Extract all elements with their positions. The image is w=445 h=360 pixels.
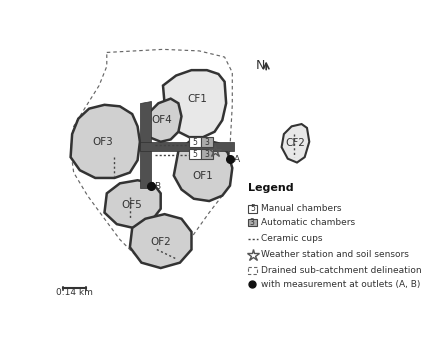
Text: N: N xyxy=(255,59,265,72)
Text: OF4: OF4 xyxy=(151,115,172,125)
Text: Ceramic cups: Ceramic cups xyxy=(261,234,322,243)
FancyBboxPatch shape xyxy=(189,137,201,147)
FancyBboxPatch shape xyxy=(202,149,213,159)
Text: Drained sub-catchment delineation: Drained sub-catchment delineation xyxy=(261,266,421,275)
Polygon shape xyxy=(163,70,226,137)
Text: CF1: CF1 xyxy=(187,94,207,104)
Text: 0.14 km: 0.14 km xyxy=(56,288,93,297)
Polygon shape xyxy=(282,124,309,163)
Polygon shape xyxy=(130,214,191,268)
Text: OF5: OF5 xyxy=(122,200,142,210)
Text: OF3: OF3 xyxy=(93,137,113,147)
Text: B: B xyxy=(154,182,161,191)
Polygon shape xyxy=(174,139,232,201)
Text: 5: 5 xyxy=(250,204,255,213)
Polygon shape xyxy=(140,142,234,151)
Text: A: A xyxy=(234,155,240,164)
Text: 3: 3 xyxy=(205,138,210,147)
Text: Manual chambers: Manual chambers xyxy=(261,204,341,213)
FancyBboxPatch shape xyxy=(202,137,213,147)
Polygon shape xyxy=(143,99,182,142)
Polygon shape xyxy=(140,101,151,188)
Text: OF2: OF2 xyxy=(150,237,171,247)
Text: 3: 3 xyxy=(205,150,210,159)
Text: CF2: CF2 xyxy=(286,138,305,148)
Text: 5: 5 xyxy=(193,138,198,147)
FancyBboxPatch shape xyxy=(248,219,257,226)
Text: OF1: OF1 xyxy=(193,171,214,181)
Text: 5: 5 xyxy=(193,150,198,159)
FancyBboxPatch shape xyxy=(189,149,201,159)
Polygon shape xyxy=(71,105,140,178)
Text: Automatic chambers: Automatic chambers xyxy=(261,218,355,227)
Text: 3: 3 xyxy=(250,218,255,227)
FancyBboxPatch shape xyxy=(248,205,257,213)
Text: with measurement at outlets (A, B): with measurement at outlets (A, B) xyxy=(261,280,420,289)
Text: Legend: Legend xyxy=(248,183,293,193)
Text: Weather station and soil sensors: Weather station and soil sensors xyxy=(261,251,409,260)
Polygon shape xyxy=(105,180,161,228)
